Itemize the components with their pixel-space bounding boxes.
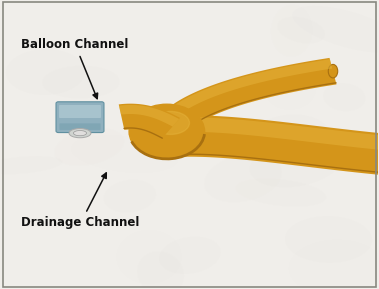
Ellipse shape [103, 180, 156, 213]
Ellipse shape [42, 66, 120, 99]
Polygon shape [161, 59, 332, 121]
FancyBboxPatch shape [60, 123, 100, 130]
Ellipse shape [159, 237, 221, 274]
Polygon shape [119, 104, 180, 140]
Polygon shape [156, 115, 379, 175]
Ellipse shape [323, 83, 365, 111]
Ellipse shape [235, 179, 326, 207]
Ellipse shape [129, 104, 205, 159]
FancyBboxPatch shape [56, 102, 104, 133]
Ellipse shape [277, 17, 325, 43]
Ellipse shape [69, 129, 91, 138]
Ellipse shape [250, 139, 342, 187]
Polygon shape [119, 105, 179, 127]
Ellipse shape [6, 49, 85, 95]
Ellipse shape [328, 64, 338, 78]
FancyBboxPatch shape [59, 105, 101, 118]
Polygon shape [156, 117, 379, 151]
Polygon shape [160, 58, 337, 131]
Ellipse shape [137, 251, 184, 289]
Ellipse shape [285, 216, 372, 263]
Ellipse shape [204, 154, 282, 202]
Ellipse shape [74, 131, 86, 136]
Ellipse shape [152, 112, 190, 134]
Text: Drainage Channel: Drainage Channel [22, 173, 140, 229]
Ellipse shape [250, 114, 330, 163]
Text: Balloon Channel: Balloon Channel [22, 38, 129, 99]
Ellipse shape [0, 156, 63, 174]
Ellipse shape [292, 6, 379, 53]
Ellipse shape [54, 128, 124, 166]
